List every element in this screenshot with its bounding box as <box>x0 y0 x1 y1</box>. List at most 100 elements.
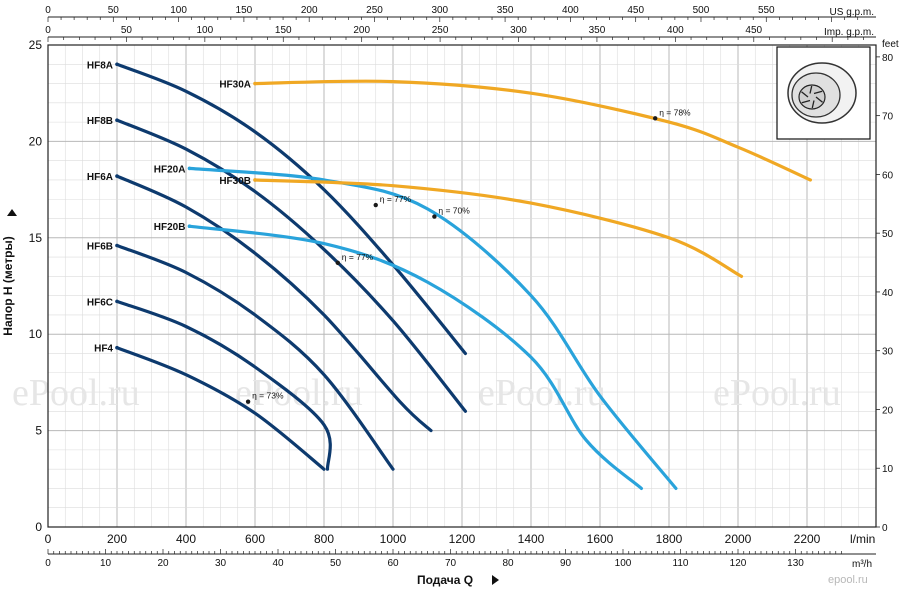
x-tick-label: 1200 <box>449 532 476 546</box>
series-line-hf6a <box>115 174 433 433</box>
pump-vane-icon <box>809 85 813 94</box>
feet-tick-label: 20 <box>882 405 894 416</box>
m3h-tick-label: 60 <box>387 558 399 569</box>
pump-vane-icon <box>801 99 811 104</box>
series-label-hf6c: HF6C <box>87 297 113 308</box>
x-tick-label: 200 <box>107 532 127 546</box>
feet-tick-label: 70 <box>882 112 894 123</box>
x-unit-label: l/min <box>850 532 875 546</box>
m3h-tick-label: 10 <box>100 558 112 569</box>
us-gpm-tick-label: 100 <box>170 5 187 16</box>
series-line-hf6c <box>115 299 332 471</box>
imp-gpm-tick-label: 50 <box>121 25 133 36</box>
series-start-point-hf6c <box>115 299 119 304</box>
series-label-hf20b: HF20B <box>154 222 186 233</box>
x-axis-title: Подача Q <box>417 573 473 587</box>
x-tick-label: 2000 <box>725 532 752 546</box>
series-group <box>115 62 812 490</box>
x-axis-title-arrow-icon <box>492 575 499 585</box>
us-gpm-tick-label: 350 <box>497 5 514 16</box>
m3h-tick-label: 120 <box>730 558 747 569</box>
x-tick-label: 400 <box>176 532 196 546</box>
us-gpm-tick-label: 300 <box>431 5 448 16</box>
x-tick-label: 0 <box>45 532 52 546</box>
series-start-point-hf30b <box>253 178 257 182</box>
imp-gpm-tick-label: 450 <box>745 25 762 36</box>
feet-tick-label: 40 <box>882 288 894 299</box>
y-axis-title-arrow-icon <box>7 209 17 216</box>
us-gpm-tick-label: 400 <box>562 5 579 16</box>
x-tick-label: 1000 <box>380 532 407 546</box>
feet-tick-label: 80 <box>882 53 894 64</box>
us-gpm-tick-label: 450 <box>627 5 644 16</box>
y-tick-label: 20 <box>29 134 43 148</box>
feet-tick-label: 30 <box>882 347 894 358</box>
y-tick-label: 5 <box>35 424 42 438</box>
x-tick-label: 800 <box>314 532 334 546</box>
series-label-hf6b: HF6B <box>87 242 113 253</box>
feet-tick-label: 50 <box>882 229 894 240</box>
m3h-tick-label: 70 <box>445 558 457 569</box>
us-gpm-tick-label: 0 <box>45 5 51 16</box>
m3h-tick-label: 30 <box>215 558 227 569</box>
imp-gpm-tick-label: 250 <box>432 25 449 36</box>
efficiency-label: η = 78% <box>659 107 691 117</box>
pump-vane-icon <box>811 100 815 109</box>
x-tick-label: 2200 <box>794 532 821 546</box>
series-line-hf30b <box>253 178 744 278</box>
series-line-hf30a <box>253 79 812 182</box>
series-line-hf8b <box>115 118 467 413</box>
efficiency-point <box>373 202 378 208</box>
x-tick-label: 1800 <box>656 532 683 546</box>
series-label-hf4: HF4 <box>94 344 113 355</box>
watermark-text: ePool.ru <box>478 372 606 414</box>
us-gpm-tick-label: 150 <box>236 5 253 16</box>
m3h-tick-label: 130 <box>787 558 804 569</box>
pump-vane-icon <box>801 91 809 98</box>
m3h-tick-label: 80 <box>502 558 514 569</box>
us-gpm-unit-label: US g.p.m. <box>830 7 874 18</box>
efficiency-annotations: η = 78% η = 77% η = 70% η = 77% η = 73% <box>245 107 691 404</box>
plot-border <box>47 44 877 528</box>
series-start-point-hf6a <box>115 174 119 178</box>
imp-gpm-tick-label: 350 <box>589 25 606 36</box>
feet-tick-label: 0 <box>882 523 888 534</box>
feet-tick-label: 60 <box>882 170 894 181</box>
efficiency-label: η = 77% <box>342 252 374 262</box>
watermark-text: ePool.ru <box>12 372 140 414</box>
efficiency-point <box>653 116 658 121</box>
series-line-hf8a <box>115 62 467 356</box>
series-start-point-hf4 <box>115 345 119 350</box>
us-gpm-tick-label: 200 <box>301 5 318 16</box>
efficiency-label: η = 77% <box>380 194 412 204</box>
m3h-tick-label: 100 <box>615 558 632 569</box>
y-tick-label: 10 <box>29 327 43 341</box>
pump-vane-icon <box>813 90 823 95</box>
y-tick-label: 15 <box>29 231 43 245</box>
pump-hub-icon <box>798 84 826 110</box>
efficiency-label: η = 73% <box>252 391 284 401</box>
imp-gpm-tick-label: 200 <box>353 25 370 36</box>
feet-unit-label: feet <box>882 39 899 50</box>
y-tick-label: 25 <box>29 38 43 52</box>
axes: 0 200 400 600 800 1000 1200 1400 1600 1800 2000 220… <box>1 5 899 587</box>
efficiency-point <box>335 260 340 266</box>
m3h-tick-label: 0 <box>45 558 51 569</box>
imp-gpm-tick-label: 150 <box>275 25 292 36</box>
pump-image-inset <box>776 46 871 140</box>
series-start-point-hf30a <box>253 81 257 86</box>
m3h-tick-label: 90 <box>560 558 572 569</box>
m3h-tick-label: 20 <box>157 558 169 569</box>
brand-text: epool.ru <box>828 574 868 586</box>
grid <box>47 44 877 528</box>
us-gpm-tick-label: 50 <box>108 5 120 16</box>
y-tick-label: 0 <box>35 520 42 534</box>
efficiency-label: η = 70% <box>438 206 470 216</box>
us-gpm-tick-label: 500 <box>693 5 710 16</box>
series-start-point-hf20a <box>187 166 192 171</box>
series-label-hf8a: HF8A <box>87 60 113 71</box>
m3h-unit-label: m³/h <box>852 559 872 570</box>
series-line-hf20a <box>187 166 678 490</box>
